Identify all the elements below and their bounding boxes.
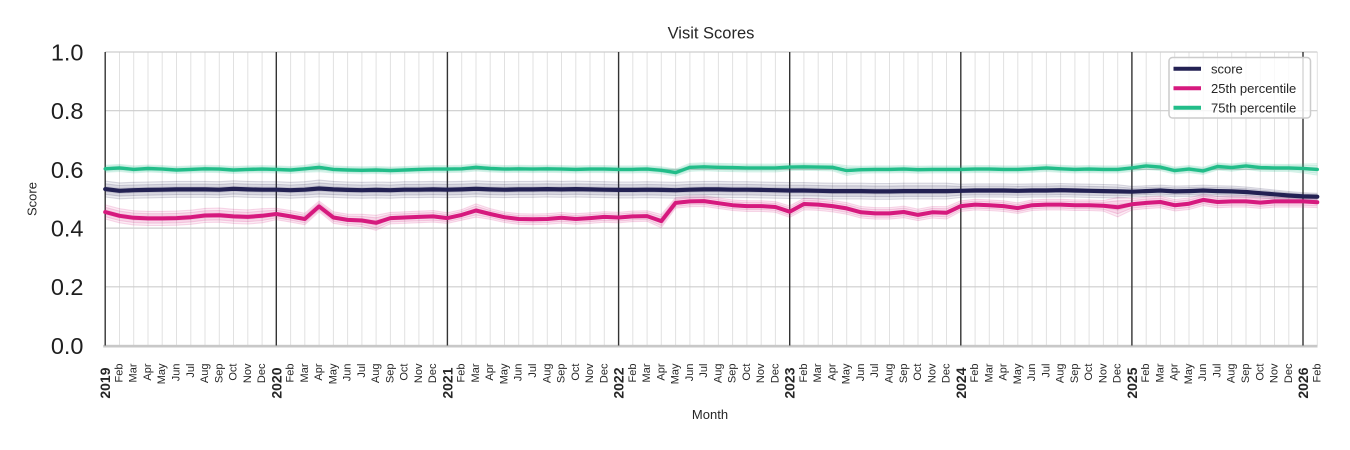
svg-text:Jun: Jun	[342, 364, 354, 382]
svg-text:Jul: Jul	[1212, 364, 1224, 378]
svg-text:Apr: Apr	[1169, 363, 1181, 380]
svg-text:Oct: Oct	[1254, 364, 1266, 381]
svg-text:Sep: Sep	[213, 364, 225, 384]
svg-text:Apr: Apr	[655, 363, 667, 380]
svg-text:May: May	[1012, 363, 1024, 384]
svg-text:Month: Month	[692, 407, 728, 422]
svg-text:Jul: Jul	[527, 364, 539, 378]
svg-text:May: May	[156, 363, 168, 384]
svg-text:Sep: Sep	[1069, 364, 1081, 384]
svg-text:Jul: Jul	[356, 364, 368, 378]
svg-text:0.6: 0.6	[51, 157, 84, 183]
svg-text:Sep: Sep	[727, 364, 739, 384]
svg-text:Jun: Jun	[1026, 364, 1038, 382]
svg-text:Jul: Jul	[698, 364, 710, 378]
svg-text:Aug: Aug	[370, 364, 382, 384]
svg-text:Feb: Feb	[798, 364, 810, 383]
svg-text:Mar: Mar	[128, 363, 140, 382]
svg-text:May: May	[327, 363, 339, 384]
svg-text:75th percentile: 75th percentile	[1211, 100, 1296, 115]
svg-text:Nov: Nov	[242, 363, 254, 383]
svg-text:Jul: Jul	[185, 364, 197, 378]
svg-text:Aug: Aug	[712, 364, 724, 384]
svg-text:Apr: Apr	[313, 363, 325, 380]
svg-text:Aug: Aug	[884, 364, 896, 384]
svg-text:Dec: Dec	[427, 363, 439, 383]
svg-text:Aug: Aug	[541, 364, 553, 384]
svg-text:Jun: Jun	[855, 364, 867, 382]
svg-text:Oct: Oct	[912, 364, 924, 381]
svg-text:Dec: Dec	[1112, 363, 1124, 383]
svg-text:May: May	[841, 363, 853, 384]
svg-text:Feb: Feb	[1311, 364, 1323, 383]
svg-text:2020: 2020	[268, 367, 284, 398]
svg-text:Dec: Dec	[256, 363, 268, 383]
svg-text:Feb: Feb	[285, 364, 297, 383]
svg-text:0.8: 0.8	[51, 98, 84, 124]
svg-text:Apr: Apr	[998, 363, 1010, 380]
svg-text:Sep: Sep	[1240, 364, 1252, 384]
svg-text:Mar: Mar	[470, 363, 482, 382]
svg-text:2023: 2023	[782, 367, 798, 398]
svg-text:Aug: Aug	[199, 364, 211, 384]
svg-text:Nov: Nov	[1097, 363, 1109, 383]
svg-text:Sep: Sep	[898, 364, 910, 384]
svg-text:Jul: Jul	[869, 364, 881, 378]
svg-text:Nov: Nov	[1269, 363, 1281, 383]
svg-text:Mar: Mar	[299, 363, 311, 382]
svg-text:Aug: Aug	[1226, 364, 1238, 384]
svg-text:2021: 2021	[439, 367, 455, 398]
svg-text:Jun: Jun	[1197, 364, 1209, 382]
svg-text:Feb: Feb	[627, 364, 639, 383]
svg-text:Oct: Oct	[741, 364, 753, 381]
svg-text:Score: Score	[25, 182, 40, 216]
svg-text:Oct: Oct	[228, 364, 240, 381]
svg-text:0.2: 0.2	[51, 274, 84, 300]
svg-text:Nov: Nov	[926, 363, 938, 383]
svg-text:Oct: Oct	[399, 364, 411, 381]
svg-text:Sep: Sep	[384, 364, 396, 384]
svg-text:Mar: Mar	[812, 363, 824, 382]
svg-text:Jun: Jun	[684, 364, 696, 382]
svg-text:Nov: Nov	[755, 363, 767, 383]
svg-text:25th percentile: 25th percentile	[1211, 81, 1296, 96]
svg-text:2019: 2019	[97, 367, 113, 398]
svg-text:Apr: Apr	[827, 363, 839, 380]
svg-text:Feb: Feb	[1140, 364, 1152, 383]
svg-text:2024: 2024	[953, 367, 969, 398]
svg-text:Feb: Feb	[456, 364, 468, 383]
svg-text:Aug: Aug	[1055, 364, 1067, 384]
svg-text:1.0: 1.0	[51, 39, 84, 65]
svg-text:Dec: Dec	[769, 363, 781, 383]
svg-text:2025: 2025	[1124, 367, 1140, 398]
svg-text:Jun: Jun	[513, 364, 525, 382]
svg-text:May: May	[499, 363, 511, 384]
svg-text:Apr: Apr	[484, 363, 496, 380]
svg-text:May: May	[1183, 363, 1195, 384]
svg-text:Mar: Mar	[983, 363, 995, 382]
svg-text:Nov: Nov	[584, 363, 596, 383]
svg-text:Dec: Dec	[941, 363, 953, 383]
svg-text:Nov: Nov	[413, 363, 425, 383]
svg-text:May: May	[670, 363, 682, 384]
svg-text:Dec: Dec	[598, 363, 610, 383]
svg-text:Oct: Oct	[570, 364, 582, 381]
svg-text:Sep: Sep	[556, 364, 568, 384]
svg-text:2026: 2026	[1295, 367, 1311, 398]
svg-text:Oct: Oct	[1083, 364, 1095, 381]
svg-text:Feb: Feb	[969, 364, 981, 383]
svg-text:Visit Scores: Visit Scores	[668, 25, 755, 43]
svg-text:0.4: 0.4	[51, 216, 84, 242]
svg-text:Mar: Mar	[641, 363, 653, 382]
svg-text:Mar: Mar	[1154, 363, 1166, 382]
svg-text:score: score	[1211, 61, 1243, 76]
svg-text:Jun: Jun	[171, 364, 183, 382]
svg-text:Dec: Dec	[1283, 363, 1295, 383]
svg-text:Feb: Feb	[114, 364, 126, 383]
svg-text:2022: 2022	[611, 367, 627, 398]
svg-text:0.0: 0.0	[51, 333, 84, 359]
svg-text:Apr: Apr	[142, 363, 154, 380]
svg-text:Jul: Jul	[1040, 364, 1052, 378]
